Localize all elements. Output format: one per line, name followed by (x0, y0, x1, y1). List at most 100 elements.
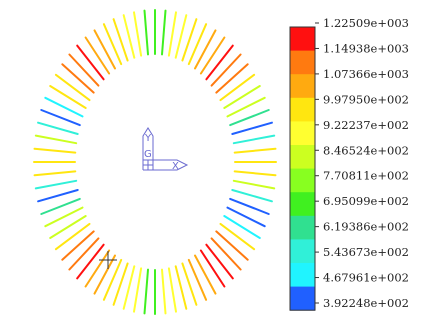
contour-stroke (167, 267, 177, 313)
contour-stroke (33, 147, 77, 154)
contour-stroke (229, 197, 270, 215)
contour-stroke (93, 29, 116, 70)
legend-color-band (290, 286, 315, 311)
contour-stroke (133, 267, 143, 313)
contour-stroke (215, 230, 249, 261)
legend-color-band (290, 215, 315, 240)
legend-color-band (290, 50, 315, 75)
triad-y-arrow (142, 127, 154, 170)
contour-stroke (181, 18, 198, 62)
contour-stroke (37, 189, 79, 203)
contour-stroke (54, 222, 91, 251)
contour-stroke (199, 249, 226, 288)
triad-x-label: X (172, 161, 179, 172)
legend-value-label: 7.70811e+002 (323, 169, 409, 183)
legend-color-band (290, 168, 315, 193)
contour-stroke (232, 134, 276, 145)
contour-stroke (210, 237, 242, 271)
contour-stroke (174, 265, 188, 310)
triad-g-label: G (144, 149, 152, 160)
contour-legend: 1.22509e+003 1.14938e+003 1.07366e+003 9.97… (289, 16, 409, 311)
legend-value-label: 1.14938e+003 (323, 41, 409, 55)
contour-stroke (44, 96, 84, 118)
legend-value-label: 8.46524e+002 (323, 143, 409, 157)
contour-stroke (44, 206, 84, 228)
legend-value-label: 9.97950e+002 (323, 92, 409, 106)
contour-stroke (93, 254, 116, 295)
contour-stroke (205, 44, 234, 81)
legend-value-label: 3.92248e+002 (323, 296, 409, 310)
contour-stroke (205, 243, 234, 280)
contour-stroke (233, 147, 277, 154)
contour-stroke (133, 11, 143, 57)
contour-stroke (215, 63, 249, 94)
contour-stroke (143, 268, 149, 315)
contour-stroke (199, 36, 226, 75)
contour-stroke (161, 9, 167, 56)
legend-color-band (290, 74, 315, 99)
contour-stroke (194, 254, 217, 295)
contour-stroke (194, 29, 217, 70)
contour-stroke (219, 73, 256, 102)
contour-stroke (187, 23, 208, 66)
contour-stroke (181, 262, 198, 306)
contour-stroke (223, 215, 261, 239)
contour-stroke (102, 23, 123, 66)
contour-stroke (61, 230, 95, 261)
contour-stroke (34, 134, 78, 145)
contour-stroke (76, 243, 105, 280)
contour-stroke (40, 109, 81, 127)
contour-stroke (232, 179, 276, 190)
contour-stroke (68, 237, 100, 271)
contour-stroke (102, 258, 123, 301)
contour-stroke (226, 206, 266, 228)
contour-stroke (122, 265, 136, 310)
legend-frame (289, 26, 316, 311)
legend-color-band (290, 145, 315, 169)
contour-stroke (231, 121, 273, 135)
legend-color-band (290, 239, 315, 264)
legend-value-label: 6.95099e+002 (323, 194, 409, 208)
legend-color-band (290, 121, 315, 146)
legend-value-label: 6.19386e+002 (323, 220, 409, 234)
contour-stroke (68, 53, 100, 87)
contour-stroke (49, 85, 87, 109)
legend-color-band (290, 192, 315, 217)
contour-stroke (76, 44, 105, 81)
contour-stroke (226, 96, 266, 118)
contour-stroke (233, 170, 277, 177)
contour-stroke (122, 14, 136, 59)
contour-stroke (84, 36, 111, 75)
crosshair-cursor-icon (99, 251, 117, 269)
contour-stroke (84, 249, 111, 288)
contour-stroke (34, 179, 78, 190)
coordinate-triad-icon: Y G X (142, 127, 189, 172)
contour-stroke (143, 9, 149, 56)
contour-stroke (210, 53, 242, 87)
contour-stroke (49, 215, 87, 239)
legend-color-band (290, 97, 315, 122)
contour-stroke (161, 268, 167, 315)
contour-stroke (174, 14, 188, 59)
legend-value-label: 9.22237e+002 (323, 118, 409, 132)
contour-stroke (54, 73, 91, 102)
stress-contour-ring (33, 9, 277, 315)
legend-color-band (290, 263, 315, 287)
contour-stroke (37, 121, 79, 135)
legend-value-label: 4.67961e+002 (323, 271, 409, 285)
contour-stroke (219, 222, 256, 251)
contour-stroke (61, 63, 95, 94)
contour-stroke (229, 109, 270, 127)
legend-value-label: 5.43673e+002 (323, 245, 409, 259)
contour-stroke (112, 18, 129, 62)
contour-stroke (33, 170, 77, 177)
contour-stroke (223, 85, 261, 109)
legend-color-band (290, 27, 315, 51)
triad-x-arrow (143, 159, 189, 171)
contour-stroke (167, 11, 177, 57)
contour-stroke (112, 262, 129, 306)
legend-value-label: 1.07366e+003 (323, 67, 409, 81)
triad-y-label: Y (144, 133, 152, 144)
legend-value-label: 1.22509e+003 (323, 16, 409, 30)
